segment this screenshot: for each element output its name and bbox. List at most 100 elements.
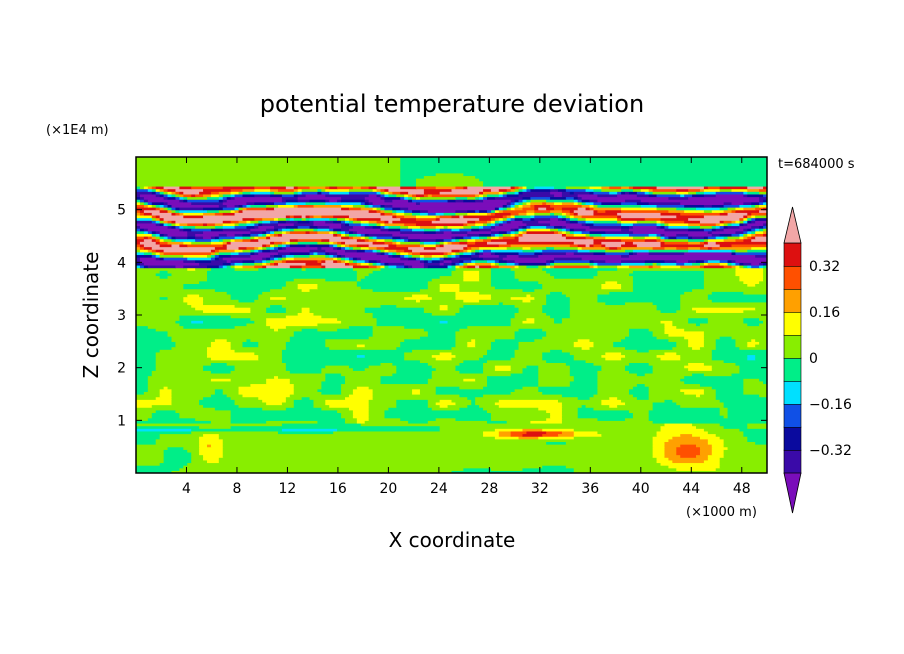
field-cell bbox=[270, 259, 275, 263]
field-cell bbox=[404, 209, 413, 213]
field-cell bbox=[352, 412, 370, 416]
field-cell bbox=[396, 404, 429, 408]
field-cell bbox=[561, 201, 575, 205]
x-tick-label: 8 bbox=[232, 481, 241, 497]
field-cell bbox=[155, 441, 200, 445]
field-cell bbox=[218, 191, 232, 195]
field-cell bbox=[672, 399, 721, 403]
field-cell bbox=[703, 286, 767, 290]
field-cell bbox=[337, 259, 342, 263]
field-cell bbox=[735, 251, 767, 256]
field-cell bbox=[167, 233, 188, 237]
field-cell bbox=[356, 275, 366, 279]
field-cell bbox=[514, 207, 524, 211]
field-cell bbox=[711, 444, 725, 448]
field-cell bbox=[569, 209, 575, 213]
field-cell bbox=[143, 196, 165, 200]
field-cell bbox=[542, 251, 567, 256]
field-cell bbox=[139, 196, 145, 200]
field-cell bbox=[577, 193, 599, 198]
field-cell bbox=[333, 254, 338, 258]
field-cell bbox=[206, 209, 220, 213]
field-cell bbox=[297, 193, 307, 198]
field-cell bbox=[254, 264, 263, 269]
field-cell bbox=[246, 204, 251, 208]
field-cell bbox=[301, 188, 319, 192]
field-cell bbox=[230, 259, 244, 263]
field-cell bbox=[565, 225, 591, 229]
field-cell bbox=[703, 330, 767, 335]
field-cell bbox=[222, 441, 547, 445]
field-cell bbox=[743, 378, 760, 382]
field-cell bbox=[431, 407, 460, 411]
field-cell bbox=[419, 391, 437, 395]
field-cell bbox=[715, 343, 737, 348]
field-cell bbox=[384, 207, 393, 211]
field-cell bbox=[609, 191, 618, 195]
field-cell bbox=[763, 225, 767, 229]
field-cell bbox=[455, 330, 516, 335]
field-cell bbox=[719, 233, 733, 237]
field-cell bbox=[719, 436, 748, 440]
field-cell bbox=[183, 212, 204, 216]
field-cell bbox=[597, 209, 606, 213]
field-cell bbox=[601, 241, 626, 245]
field-cell bbox=[719, 407, 729, 411]
field-cell bbox=[348, 246, 354, 250]
field-cell bbox=[384, 238, 393, 242]
field-cell bbox=[423, 175, 476, 179]
field-cell bbox=[333, 228, 342, 232]
field-cell bbox=[707, 438, 725, 442]
field-cell bbox=[554, 320, 563, 324]
field-cell bbox=[270, 246, 275, 250]
field-cell bbox=[455, 401, 472, 406]
field-cell bbox=[494, 233, 500, 237]
field-cell bbox=[731, 233, 740, 237]
field-cell bbox=[605, 357, 622, 361]
field-cell bbox=[680, 264, 701, 269]
field-cell bbox=[136, 459, 165, 464]
field-cell bbox=[711, 449, 725, 453]
field-cell bbox=[341, 233, 346, 237]
field-cell bbox=[400, 172, 437, 177]
field-cell bbox=[483, 249, 492, 253]
field-cell bbox=[711, 209, 725, 213]
field-cell bbox=[203, 222, 208, 227]
x-tick-label: 16 bbox=[329, 481, 347, 497]
field-cell bbox=[703, 193, 717, 198]
field-cell bbox=[715, 222, 721, 227]
field-cell bbox=[136, 230, 145, 234]
field-cell bbox=[755, 214, 767, 219]
field-cell bbox=[577, 212, 595, 216]
field-cell bbox=[522, 288, 535, 292]
field-cell bbox=[688, 367, 713, 371]
field-cell bbox=[392, 212, 397, 216]
field-cell bbox=[494, 286, 543, 290]
field-cell bbox=[416, 257, 421, 261]
field-cell bbox=[222, 238, 232, 242]
field-cell bbox=[534, 251, 543, 256]
field-cell bbox=[561, 349, 638, 353]
field-cell bbox=[672, 436, 701, 440]
field-cell bbox=[203, 309, 251, 313]
field-cell bbox=[585, 217, 618, 221]
field-cell bbox=[731, 262, 737, 266]
field-cell bbox=[167, 330, 295, 335]
field-cell bbox=[266, 264, 291, 269]
field-cell bbox=[692, 262, 701, 266]
field-cell bbox=[206, 222, 216, 227]
field-cell bbox=[652, 188, 677, 192]
field-cell bbox=[191, 201, 224, 205]
field-cell bbox=[266, 378, 291, 382]
field-cell bbox=[589, 225, 622, 229]
field-cell bbox=[621, 238, 646, 242]
field-cell bbox=[281, 230, 287, 234]
field-cell bbox=[136, 312, 299, 316]
field-cell bbox=[250, 338, 291, 342]
field-cell bbox=[435, 391, 512, 395]
field-cell bbox=[313, 220, 326, 224]
field-cell bbox=[731, 336, 767, 340]
field-cell bbox=[573, 436, 654, 440]
field-cell bbox=[285, 283, 299, 287]
field-cell bbox=[550, 272, 599, 277]
